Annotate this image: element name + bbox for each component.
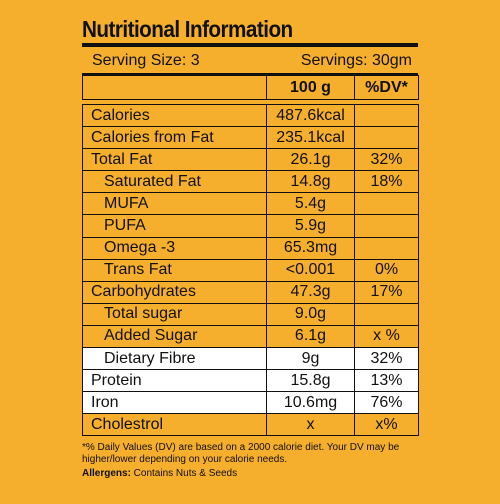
table-row-mufa: MUFA 5.4g <box>82 192 419 216</box>
row-name: Omega -3 <box>82 236 267 260</box>
table-row-omega-3: Omega -3 65.3mg <box>82 236 419 260</box>
row-name: MUFA <box>82 192 267 216</box>
row-dv: 76% <box>354 391 419 415</box>
row-value: 9g <box>266 347 355 371</box>
row-name: Saturated Fat <box>82 170 267 194</box>
top-rule <box>82 43 418 47</box>
row-dv: 17% <box>354 280 419 304</box>
row-name: Dietary Fibre <box>82 347 267 371</box>
row-dv <box>354 236 419 260</box>
table-row-iron: Iron 10.6mg 76% <box>82 391 419 415</box>
table-row-calories: Calories 487.6kcal <box>82 103 419 128</box>
header-per-100g: 100 g <box>266 75 355 100</box>
row-name: Calories from Fat <box>82 126 267 150</box>
header-blank-cell <box>82 75 267 100</box>
row-name: Iron <box>82 391 267 415</box>
serving-size: Serving Size: 3 <box>92 52 200 69</box>
table-row-total-fat: Total Fat 26.1g 32% <box>82 148 419 172</box>
row-dv: 32% <box>354 148 419 172</box>
table-row-added-sugar: Added Sugar 6.1g x % <box>82 324 419 349</box>
servings-count: Servings: 30gm <box>300 52 412 69</box>
table-row-total-sugar: Total sugar 9.0g <box>82 302 419 326</box>
row-dv: 0% <box>354 258 419 282</box>
row-dv: 18% <box>354 170 419 194</box>
row-name: Total Fat <box>82 148 267 172</box>
row-value: 65.3mg <box>266 236 355 260</box>
dv-footnote: *% Daily Values (DV) are based on a 2000… <box>82 442 400 465</box>
row-dv: x% <box>354 413 419 437</box>
row-name: PUFA <box>82 214 267 238</box>
row-name: Calories <box>82 103 267 128</box>
row-dv <box>354 126 419 150</box>
row-value: 5.4g <box>266 192 355 216</box>
row-value: 47.3g <box>266 280 355 304</box>
row-value: <0.001 <box>266 258 355 282</box>
table-row-carbohydrates: Carbohydrates 47.3g 17% <box>82 280 419 304</box>
row-value: 15.8g <box>266 369 355 393</box>
row-name: Trans Fat <box>82 258 267 282</box>
row-value: 14.8g <box>266 170 355 194</box>
row-dv: 32% <box>354 347 419 371</box>
row-dv: 13% <box>354 369 419 393</box>
table-row-saturated-fat: Saturated Fat 14.8g 18% <box>82 170 419 194</box>
table-row-calories-from-fat: Calories from Fat 235.1kcal <box>82 126 419 150</box>
row-name: Carbohydrates <box>82 280 267 304</box>
allergens-text: Contains Nuts & Seeds <box>130 468 238 479</box>
table-row-trans-fat: Trans Fat <0.001 0% <box>82 258 419 282</box>
row-dv <box>354 302 419 326</box>
table-row-dietary-fibre: Dietary Fibre 9g 32% <box>82 347 419 371</box>
row-value: 5.9g <box>266 214 355 238</box>
header-dv: %DV* <box>354 75 419 100</box>
serving-rule <box>82 73 418 76</box>
table-row-protein: Protein 15.8g 13% <box>82 369 419 393</box>
row-value: 10.6mg <box>266 391 355 415</box>
row-name: Added Sugar <box>82 324 267 349</box>
serving-info: Serving Size: 3 Servings: 30gm <box>82 48 418 74</box>
row-value: 9.0g <box>266 302 355 326</box>
table-row-pufa: PUFA 5.9g <box>82 214 419 238</box>
row-dv <box>354 103 419 128</box>
table-header-row: 100 g %DV* <box>82 75 419 100</box>
row-name: Protein <box>82 369 267 393</box>
row-value: 26.1g <box>266 148 355 172</box>
row-dv: x % <box>354 324 419 349</box>
row-value: 235.1kcal <box>266 126 355 150</box>
row-value: 487.6kcal <box>266 103 355 128</box>
row-dv <box>354 214 419 238</box>
row-name: Total sugar <box>82 302 267 326</box>
row-name: Cholestrol <box>82 413 267 437</box>
table-row-cholestrol: Cholestrol x x% <box>82 413 419 437</box>
row-dv <box>354 192 419 216</box>
allergens-label: Allergens: <box>82 468 131 479</box>
row-value: 6.1g <box>266 324 355 349</box>
row-value: x <box>266 413 355 437</box>
nutrition-title: Nutritional Information <box>82 16 293 42</box>
allergens-note: Allergens: Contains Nuts & Seeds <box>82 468 237 480</box>
nutrition-table: 100 g %DV* Calories 487.6kcal Calories f… <box>82 75 419 437</box>
